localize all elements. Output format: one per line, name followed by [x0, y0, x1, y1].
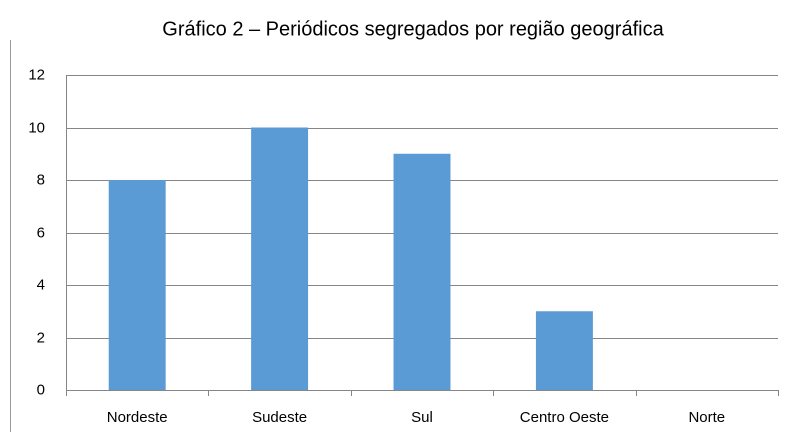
- x-tick-label: Sul: [411, 409, 433, 426]
- y-tick-label: 6: [37, 224, 45, 241]
- bar: [393, 153, 451, 390]
- y-tick-label: 4: [37, 276, 45, 293]
- x-tick-label: Norte: [688, 409, 725, 426]
- y-tick-label: 10: [28, 119, 45, 136]
- bar: [108, 180, 166, 390]
- chart-title: Gráfico 2 – Periódicos segregados por re…: [162, 18, 664, 40]
- y-tick-label: 0: [37, 381, 45, 398]
- y-tick-label: 8: [37, 171, 45, 188]
- bar: [251, 127, 309, 390]
- y-tick-label: 2: [37, 329, 45, 346]
- bar: [535, 311, 593, 390]
- x-tick-label: Nordeste: [107, 409, 168, 426]
- x-tick-label: Centro Oeste: [520, 409, 609, 426]
- x-tick-label: Sudeste: [252, 409, 307, 426]
- y-tick-label: 12: [28, 66, 45, 83]
